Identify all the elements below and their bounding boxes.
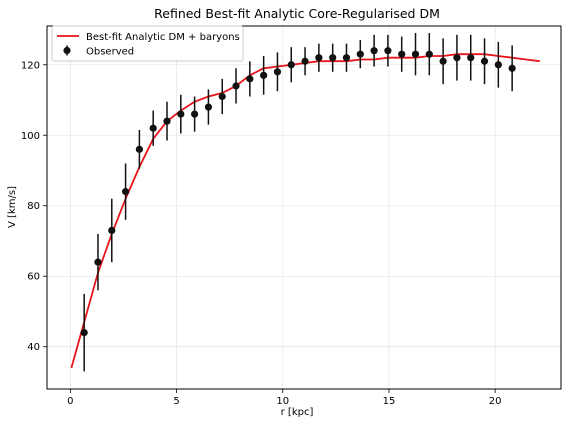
observed-point — [135, 145, 143, 153]
observed-point — [467, 54, 475, 62]
observed-point — [329, 54, 337, 62]
observed-point — [453, 54, 461, 62]
x-tick-label: 0 — [67, 396, 73, 407]
grid — [47, 26, 561, 389]
observed-point — [260, 71, 268, 79]
observed-point — [439, 57, 447, 65]
observed-point — [342, 54, 351, 62]
observed-point — [94, 258, 102, 266]
observed-point — [411, 50, 420, 58]
observed-point — [508, 64, 516, 72]
observed-point — [108, 226, 116, 235]
chart-title: Refined Best-fit Analytic Core-Regularis… — [154, 6, 440, 21]
observed-point — [177, 110, 185, 118]
observed-point — [273, 68, 282, 76]
y-axis-label: V [km/s] — [7, 186, 18, 228]
y-tick-label: 40 — [27, 342, 40, 353]
observed-point — [287, 61, 295, 69]
y-axis-ticks: 40 60 80 100 120 — [21, 60, 47, 353]
x-tick-label: 20 — [489, 396, 502, 407]
y-tick-label: 120 — [21, 60, 40, 71]
x-axis-label: r [kpc] — [281, 407, 314, 418]
observed-point — [232, 82, 240, 90]
y-tick-label: 60 — [27, 272, 40, 283]
observed-point — [301, 57, 309, 65]
observed-point — [425, 50, 433, 58]
legend-marker-swatch — [63, 46, 71, 55]
observed-point — [218, 92, 226, 101]
x-tick-label: 10 — [276, 396, 289, 407]
y-tick-label: 80 — [27, 201, 40, 212]
observed-point — [191, 110, 199, 118]
legend-label-observed: Observed — [86, 47, 134, 58]
observed-point — [356, 50, 364, 58]
observed-point — [163, 117, 171, 125]
observed-point — [246, 75, 254, 83]
legend-box — [51, 25, 244, 62]
observed-point — [204, 103, 213, 111]
observed-point — [149, 124, 157, 132]
observed-point — [121, 188, 130, 196]
x-axis-ticks: 0 5 10 15 20 — [67, 389, 502, 407]
legend-label-fit: Best-fit Analytic DM + baryons — [86, 32, 240, 43]
observed-point — [384, 47, 392, 55]
observed-point — [480, 57, 489, 65]
observed-point — [315, 54, 323, 62]
legend: Best-fit Analytic DM + baryons Observed — [51, 25, 244, 62]
x-tick-label: 5 — [173, 396, 179, 407]
observed-point — [398, 50, 406, 58]
observed-point — [370, 47, 378, 55]
plot-frame — [46, 25, 562, 390]
x-tick-label: 15 — [383, 396, 396, 407]
observed-point — [494, 61, 502, 69]
observed-point — [80, 329, 88, 337]
series-layer — [70, 33, 540, 372]
y-tick-label: 100 — [21, 131, 40, 142]
